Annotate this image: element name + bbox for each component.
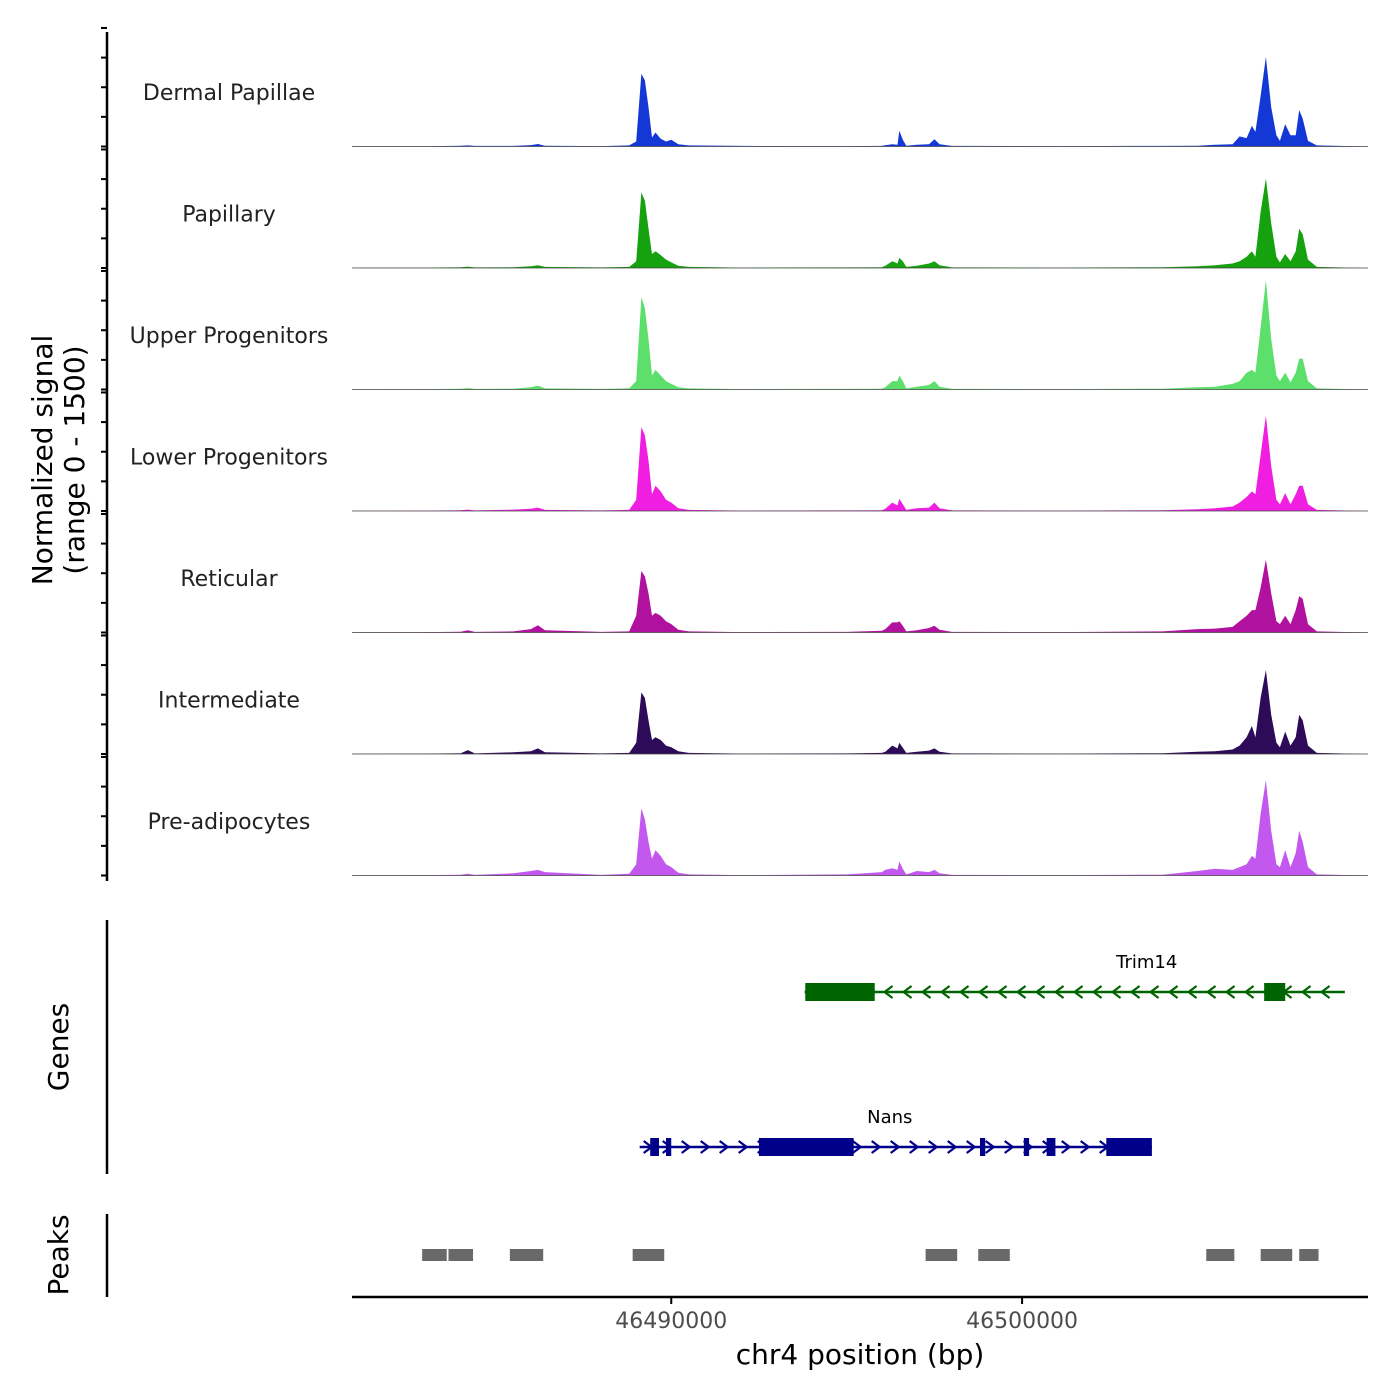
peak-region	[448, 1249, 474, 1261]
series-area	[352, 415, 1368, 511]
gene-exon	[765, 1138, 854, 1156]
gene-exon-thin	[979, 1138, 986, 1156]
signal-series-group: Dermal Papillae Papillary Upper Progenitor…	[130, 56, 1368, 876]
series-panel-3: Upper Progenitors	[130, 280, 1368, 390]
x-axis-label: chr4 position (bp)	[736, 1338, 985, 1371]
series-label: Lower Progenitors	[130, 446, 328, 471]
gene-name-label: Nans	[867, 1107, 912, 1128]
strand-arrow	[1110, 985, 1122, 999]
strand-arrow	[1243, 985, 1255, 999]
strand-arrow	[1091, 985, 1103, 999]
peak-region	[1299, 1249, 1319, 1261]
strand-arrow	[1319, 985, 1331, 999]
strand-arrow	[947, 1140, 958, 1154]
peak-region	[1206, 1249, 1235, 1261]
gene-exon-thin	[650, 1138, 659, 1156]
strand-arrow	[1205, 985, 1217, 999]
strand-arrow	[1129, 985, 1141, 999]
gene-name-label: Trim14	[1115, 952, 1177, 973]
strand-arrow	[901, 985, 913, 999]
peaks-track-label: Peaks	[42, 1214, 75, 1295]
series-area	[352, 670, 1368, 754]
series-panel-5: Reticular	[180, 559, 1368, 633]
series-area	[352, 56, 1368, 147]
gene-nans: Nans	[639, 1107, 1152, 1156]
series-label: Pre-adipocytes	[148, 810, 311, 835]
genes-track-label: Genes	[42, 1003, 75, 1091]
strand-arrow	[681, 1140, 692, 1154]
strand-arrow	[1148, 985, 1160, 999]
strand-arrow	[1186, 985, 1198, 999]
strand-arrow	[1224, 985, 1236, 999]
gene-exon-thin	[665, 1138, 672, 1156]
gene-exon-thin	[758, 1138, 768, 1156]
strand-arrow	[958, 985, 970, 999]
gene-exon	[1264, 983, 1286, 1001]
peak-region	[1260, 1249, 1293, 1261]
series-label: Upper Progenitors	[130, 324, 329, 349]
strand-arrow	[1034, 985, 1046, 999]
series-area	[352, 280, 1368, 390]
peak-region	[632, 1249, 665, 1261]
gene-exon-thin	[1046, 1138, 1056, 1156]
strand-arrow	[939, 985, 951, 999]
peaks-track: Peaks	[42, 1214, 1319, 1297]
strand-arrow	[1015, 985, 1027, 999]
strand-arrow	[977, 985, 989, 999]
strand-arrow	[1300, 985, 1312, 999]
peak-regions	[422, 1249, 1319, 1261]
signal-y-axis-label-range: (range 0 - 1500)	[58, 345, 91, 574]
signal-y-axis-ticks	[101, 26, 107, 877]
series-panel-4: Lower Progenitors	[130, 415, 1368, 512]
strand-arrow	[1080, 1140, 1091, 1154]
series-label: Intermediate	[158, 689, 300, 714]
series-area	[352, 559, 1368, 633]
strand-arrow	[738, 1140, 749, 1154]
strand-arrow	[1072, 985, 1084, 999]
series-panel-1: Dermal Papillae	[143, 56, 1368, 147]
gene-exon-thin	[1023, 1138, 1030, 1156]
strand-arrow	[882, 985, 894, 999]
series-label: Dermal Papillae	[143, 81, 315, 106]
strand-arrow	[700, 1140, 711, 1154]
series-area	[352, 178, 1368, 268]
strand-arrow	[1167, 985, 1179, 999]
strand-arrow	[920, 985, 932, 999]
strand-arrow	[985, 1140, 996, 1154]
strand-arrow	[909, 1140, 920, 1154]
peak-region	[422, 1249, 447, 1261]
gene-exon	[805, 983, 875, 1001]
x-tick-label: 46500000	[966, 1309, 1078, 1334]
strand-arrow	[719, 1140, 730, 1154]
strand-arrow	[966, 1140, 977, 1154]
strand-arrow	[996, 985, 1008, 999]
genes-track: Genes Trim14 Nans	[42, 920, 1345, 1174]
peak-region	[925, 1249, 958, 1261]
strand-arrow	[1004, 1140, 1015, 1154]
signal-track: Normalized signal (range 0 - 1500) Derma…	[26, 26, 1368, 881]
x-tick-label: 46490000	[615, 1309, 727, 1334]
gene-models: Trim14 Nans	[639, 952, 1345, 1156]
series-label: Papillary	[182, 203, 276, 228]
series-panel-6: Intermediate	[158, 670, 1368, 755]
series-panel-7: Pre-adipocytes	[148, 780, 1368, 876]
strand-arrow	[1053, 985, 1065, 999]
x-axis-ticks: 46490000 46500000	[615, 1297, 1078, 1334]
x-axis: 46490000 46500000 chr4 position (bp)	[352, 1295, 1368, 1371]
series-panel-2: Papillary	[182, 178, 1368, 269]
strand-arrow	[1061, 1140, 1072, 1154]
peak-region	[978, 1249, 1010, 1261]
peak-region	[509, 1249, 544, 1261]
series-label: Reticular	[180, 567, 278, 592]
strand-arrow	[852, 1140, 863, 1154]
strand-arrow	[871, 1140, 882, 1154]
strand-arrow	[928, 1140, 939, 1154]
strand-arrow	[890, 1140, 901, 1154]
series-area	[352, 780, 1368, 876]
gene-exon	[1106, 1138, 1152, 1156]
gene-trim14: Trim14	[804, 952, 1345, 1001]
signal-y-axis-label: Normalized signal	[26, 335, 59, 586]
